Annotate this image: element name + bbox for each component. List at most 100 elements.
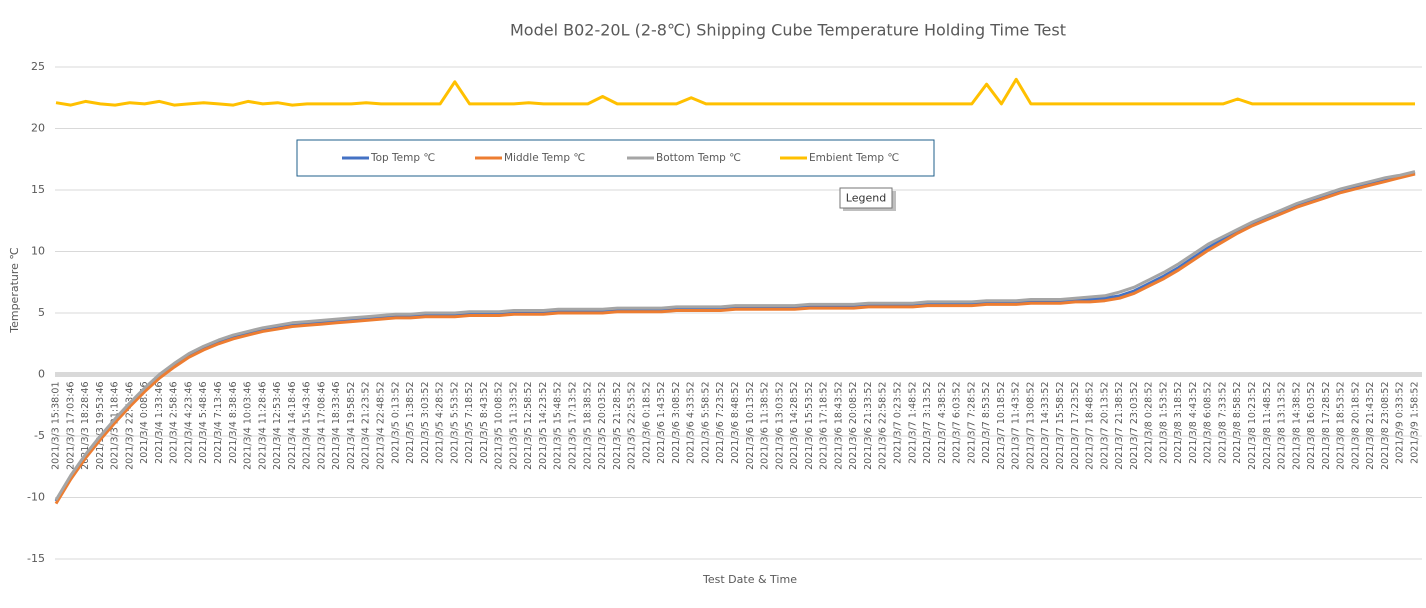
x-tick-label: 2021/3/5 7:18:52	[464, 382, 475, 464]
x-tick-label: 2021/3/7 4:38:52	[937, 382, 948, 464]
x-tick-label: 2021/3/6 15:53:52	[804, 382, 815, 470]
x-tick-label: 2021/3/6 17:18:52	[819, 382, 830, 470]
x-tick-label: 2021/3/6 0:18:52	[641, 382, 652, 464]
x-tick-label: 2021/3/4 8:38:46	[228, 382, 239, 464]
x-tick-label: 2021/3/4 22:48:52	[375, 382, 386, 470]
x-tick-label: 2021/3/7 23:03:52	[1129, 382, 1140, 470]
x-tick-label: 2021/3/6 7:23:52	[715, 382, 726, 464]
x-tick-label: 2021/3/6 18:43:52	[833, 382, 844, 470]
x-tick-label: 2021/3/4 12:53:46	[272, 382, 283, 470]
x-tick-label: 2021/3/4 0:08:46	[139, 382, 150, 464]
legend-box	[296, 139, 935, 177]
x-tick-label: 2021/3/3 18:28:46	[80, 382, 91, 470]
x-tick-label: 2021/3/7 7:28:52	[966, 382, 977, 464]
x-tick-label: 2021/3/5 18:38:52	[582, 382, 593, 470]
x-tick-label: 2021/3/3 19:53:46	[95, 382, 106, 470]
y-tick-label: 5	[38, 306, 45, 319]
x-tick-label: 2021/3/7 15:58:52	[1055, 382, 1066, 470]
x-tick-label: 2021/3/5 10:08:52	[494, 382, 505, 470]
legend-label: Top Temp ℃	[370, 152, 435, 164]
x-tick-label: 2021/3/5 22:53:52	[627, 382, 638, 470]
x-tick-label: 2021/3/8 23:08:52	[1380, 382, 1391, 470]
x-tick-label: 2021/3/5 1:38:52	[405, 382, 416, 464]
x-tick-label: 2021/3/4 18:33:46	[331, 382, 342, 470]
x-tick-label: 2021/3/4 2:58:46	[169, 382, 180, 464]
x-axis-title: Test Date & Time	[702, 573, 797, 586]
x-tick-label: 2021/3/7 6:03:52	[952, 382, 963, 464]
x-tick-label: 2021/3/4 11:28:46	[257, 382, 268, 470]
x-tick-label: 2021/3/6 3:08:52	[671, 382, 682, 464]
x-tick-label: 2021/3/5 12:58:52	[523, 382, 534, 470]
x-tick-label: 2021/3/7 18:48:52	[1085, 382, 1096, 470]
x-tick-label: 2021/3/4 10:03:46	[243, 382, 254, 470]
x-tick-label: 2021/3/8 1:53:52	[1158, 382, 1169, 464]
legend-label: Bottom Temp ℃	[656, 152, 741, 164]
x-tick-label: 2021/3/8 17:28:52	[1321, 382, 1332, 470]
x-tick-label: 2021/3/5 15:48:52	[553, 382, 564, 470]
y-tick-label: -15	[27, 552, 45, 565]
x-tick-label: 2021/3/8 16:03:52	[1306, 382, 1317, 470]
x-tick-label: 2021/3/5 14:23:52	[538, 382, 549, 470]
x-tick-label: 2021/3/7 14:33:52	[1040, 382, 1051, 470]
x-tick-label: 2021/3/6 5:58:52	[700, 382, 711, 464]
x-tick-label: 2021/3/6 14:28:52	[789, 382, 800, 470]
x-tick-label: 2021/3/8 14:38:52	[1291, 382, 1302, 470]
x-tick-label: 2021/3/6 8:48:52	[730, 382, 741, 464]
y-axis-title: Temperature ℃	[8, 247, 21, 334]
x-tick-label: 2021/3/7 21:38:52	[1114, 382, 1125, 470]
x-tick-label: 2021/3/8 8:58:52	[1232, 382, 1243, 464]
x-tick-label: 2021/3/8 21:43:52	[1365, 382, 1376, 470]
x-tick-label: 2021/3/6 4:33:52	[686, 382, 697, 464]
series-line	[54, 170, 1416, 501]
x-tick-label: 2021/3/8 6:08:52	[1203, 382, 1214, 464]
x-tick-label: 2021/3/5 17:13:52	[568, 382, 579, 470]
x-tick-label: 2021/3/8 20:18:52	[1350, 382, 1361, 470]
x-tick-label: 2021/3/8 11:48:52	[1262, 382, 1273, 470]
x-tick-label: 2021/3/5 8:43:52	[479, 382, 490, 464]
legend-label: Embient Temp ℃	[809, 152, 899, 164]
x-tick-label: 2021/3/7 3:13:52	[922, 382, 933, 464]
x-tick-label: 2021/3/4 21:23:52	[361, 382, 372, 470]
x-tick-label: 2021/3/7 8:53:52	[981, 382, 992, 464]
chart-title: Model B02-20L (2-8℃) Shipping Cube Tempe…	[510, 21, 1066, 40]
legend-label: Middle Temp ℃	[504, 152, 585, 164]
x-tick-label: 2021/3/7 11:43:52	[1011, 382, 1022, 470]
x-tick-label: 2021/3/7 10:18:52	[996, 382, 1007, 470]
x-tick-label: 2021/3/3 17:03:46	[65, 382, 76, 470]
x-tick-label: 2021/3/5 3:03:52	[420, 382, 431, 464]
x-tick-label: 2021/3/8 7:33:52	[1217, 382, 1228, 464]
x-tick-label: 2021/3/6 20:08:52	[848, 382, 859, 470]
y-tick-label: 20	[31, 122, 45, 135]
x-tick-label: 2021/3/4 5:48:46	[198, 382, 209, 464]
x-tick-label: 2021/3/6 22:58:52	[878, 382, 889, 470]
x-tick-label: 2021/3/5 0:13:52	[390, 382, 401, 464]
y-tick-label: 0	[38, 368, 45, 381]
x-tick-label: 2021/3/8 0:28:52	[1144, 382, 1155, 464]
x-tick-label: 2021/3/8 4:43:52	[1188, 382, 1199, 464]
x-tick-label: 2021/3/4 7:13:46	[213, 382, 224, 464]
tooltip-text: Legend	[846, 192, 886, 205]
x-tick-label: 2021/3/6 21:33:52	[863, 382, 874, 470]
x-tick-label: 2021/3/3 22:43:46	[124, 382, 135, 470]
x-tick-label: 2021/3/6 13:03:52	[774, 382, 785, 470]
x-tick-label: 2021/3/4 15:43:46	[302, 382, 313, 470]
x-tick-label: 2021/3/5 5:53:52	[449, 381, 460, 463]
x-tick-label: 2021/3/8 13:13:52	[1277, 382, 1288, 470]
x-tick-label: 2021/3/6 10:13:52	[745, 382, 756, 470]
series-line	[54, 172, 1416, 505]
x-tick-label: 2021/3/7 13:08:52	[1025, 382, 1036, 470]
x-tick-label: 2021/3/8 3:18:52	[1173, 382, 1184, 464]
x-tick-label: 2021/3/7 1:48:52	[907, 382, 918, 464]
y-tick-label: -5	[34, 429, 45, 442]
x-tick-label: 2021/3/8 18:53:52	[1336, 382, 1347, 470]
x-tick-label: 2021/3/4 4:23:46	[183, 382, 194, 464]
x-tick-label: 2021/3/4 14:18:46	[287, 382, 298, 470]
series-line	[55, 77, 1415, 107]
x-tick-label: 2021/3/4 19:58:52	[346, 382, 357, 470]
x-tick-label: 2021/3/6 11:38:52	[760, 382, 771, 470]
x-tick-label: 2021/3/8 10:23:52	[1247, 382, 1258, 470]
x-tick-label: 2021/3/7 0:23:52	[892, 382, 903, 464]
x-tick-label: 2021/3/4 17:08:46	[316, 382, 327, 470]
